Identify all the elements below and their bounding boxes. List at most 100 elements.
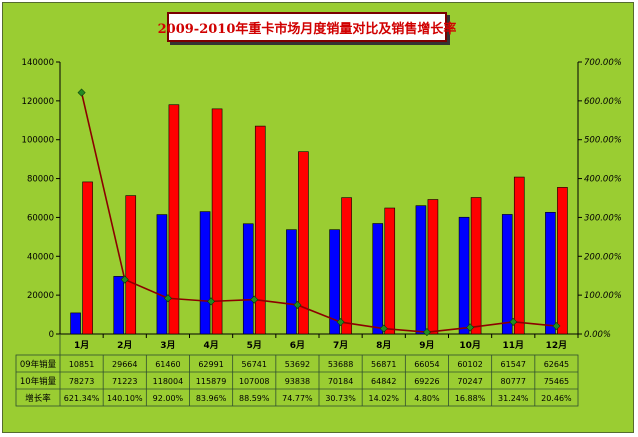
bar-2010-2 xyxy=(125,195,137,335)
bar-2010-12 xyxy=(557,187,568,335)
left-tick-label: 80000 xyxy=(27,175,54,185)
left-tick-label: 20000 xyxy=(27,291,54,301)
growth-rate-point-2 xyxy=(120,275,129,284)
data-table-cell: 66054 xyxy=(414,360,439,369)
data-table-cell: 74.77% xyxy=(282,394,313,403)
data-table-cell: 64842 xyxy=(371,377,396,386)
data-table-border xyxy=(15,354,579,407)
left-tick-label: 0 xyxy=(49,330,54,340)
right-tick-label: 0.00% xyxy=(584,330,611,340)
bar-2009-5 xyxy=(242,223,254,335)
data-table-cell: 93838 xyxy=(285,377,310,386)
right-tick-label: 600.00% xyxy=(584,97,622,107)
growth-rate-point-10 xyxy=(466,323,475,332)
data-table-row-label: 10年销量 xyxy=(20,376,57,387)
bar-2010-3 xyxy=(168,104,180,335)
data-table-cell: 14.02% xyxy=(368,394,399,403)
data-table-cell: 53692 xyxy=(285,360,310,369)
left-tick-label: 60000 xyxy=(27,213,54,223)
bar-2010-8 xyxy=(384,207,396,335)
data-table-cell: 92.00% xyxy=(153,394,184,403)
data-table-cell: 71223 xyxy=(112,377,137,386)
data-table-cell: 70247 xyxy=(457,377,482,386)
data-table-cell: 53688 xyxy=(328,360,353,369)
category-label: 9月 xyxy=(419,340,434,351)
bar-2009-11 xyxy=(501,214,513,335)
category-label: 11月 xyxy=(502,340,524,351)
data-table-cell: 140.10% xyxy=(107,394,143,403)
growth-rate-point-6 xyxy=(293,300,302,309)
data-table-cell: 60102 xyxy=(457,360,482,369)
category-label: 8月 xyxy=(376,340,391,351)
bar-2010-7 xyxy=(341,197,352,335)
growth-rate-point-1 xyxy=(77,88,86,97)
right-tick-label: 100.00% xyxy=(584,291,622,301)
data-table-cell: 107008 xyxy=(239,377,270,386)
data-table-cell: 88.59% xyxy=(239,394,270,403)
data-table-cell: 115879 xyxy=(196,377,227,386)
bar-2009-10 xyxy=(458,216,470,335)
data-table-cell: 61460 xyxy=(155,360,180,369)
growth-rate-point-9 xyxy=(422,328,431,337)
bar-2009-6 xyxy=(286,229,297,335)
bar-2009-8 xyxy=(372,223,384,335)
right-tick-label: 700.00% xyxy=(584,58,622,68)
growth-rate-point-11 xyxy=(509,317,518,326)
data-table-cell: 56741 xyxy=(242,360,267,369)
data-table-cell: 31.24% xyxy=(498,394,529,403)
left-tick-label: 140000 xyxy=(22,58,54,68)
left-tick-label: 120000 xyxy=(22,97,54,107)
data-table-cell: 78273 xyxy=(69,377,94,386)
growth-rate-line xyxy=(80,92,557,333)
bar-2010-9 xyxy=(427,199,439,335)
growth-rate-point-8 xyxy=(379,324,388,333)
data-table-cell: 70184 xyxy=(328,377,353,386)
bar-2009-12 xyxy=(545,211,556,335)
data-table-cell: 621.34% xyxy=(64,394,100,403)
data-table-cell: 20.46% xyxy=(541,394,572,403)
bar-2010-4 xyxy=(211,108,223,335)
growth-rate-point-12 xyxy=(552,322,561,331)
data-table-cell: 69226 xyxy=(414,377,439,386)
left-tick-label: 40000 xyxy=(27,252,54,262)
data-table-cell: 10851 xyxy=(69,360,94,369)
bar-2009-1 xyxy=(70,312,81,335)
right-tick-label: 500.00% xyxy=(584,136,622,146)
category-label: 6月 xyxy=(290,340,305,351)
bar-2009-7 xyxy=(329,229,340,335)
right-tick-label: 200.00% xyxy=(584,252,622,262)
bar-2010-6 xyxy=(298,151,309,335)
right-tick-label: 400.00% xyxy=(584,175,622,185)
chart-title: 2009-2010年重卡市场月度销量对比及销售增长率 xyxy=(157,21,457,37)
category-label: 4月 xyxy=(203,340,218,351)
data-table-cell: 4.80% xyxy=(414,394,440,403)
data-table-cell: 80777 xyxy=(501,377,526,386)
data-table-cell: 29664 xyxy=(112,360,137,369)
category-label: 5月 xyxy=(247,340,262,351)
right-tick-label: 300.00% xyxy=(584,213,622,223)
bar-2010-5 xyxy=(254,125,266,335)
category-label: 3月 xyxy=(160,340,175,351)
category-label: 7月 xyxy=(333,340,348,351)
data-table-cell: 61547 xyxy=(501,360,526,369)
bar-2010-11 xyxy=(513,176,525,335)
category-label: 2月 xyxy=(117,340,132,351)
data-table-cell: 16.88% xyxy=(455,394,486,403)
growth-rate-point-3 xyxy=(163,294,172,303)
data-table-cell: 118004 xyxy=(153,377,184,386)
category-label: 12月 xyxy=(546,340,568,351)
bar-2009-2 xyxy=(113,276,125,335)
growth-rate-point-4 xyxy=(207,297,216,306)
bar-2009-4 xyxy=(199,211,211,335)
data-table-row-label: 增长率 xyxy=(25,393,51,404)
bar-2009-9 xyxy=(415,205,427,335)
data-table-cell: 62645 xyxy=(544,360,569,369)
bar-2009-3 xyxy=(156,214,168,335)
data-table-cell: 62991 xyxy=(198,360,223,369)
data-table-cell: 30.73% xyxy=(325,394,356,403)
bar-2010-10 xyxy=(470,197,482,335)
data-table-cell: 83.96% xyxy=(196,394,227,403)
left-tick-label: 100000 xyxy=(22,136,54,146)
bar-2010-1 xyxy=(82,181,93,335)
chart-title-box: 2009-2010年重卡市场月度销量对比及销售增长率 xyxy=(158,12,456,42)
